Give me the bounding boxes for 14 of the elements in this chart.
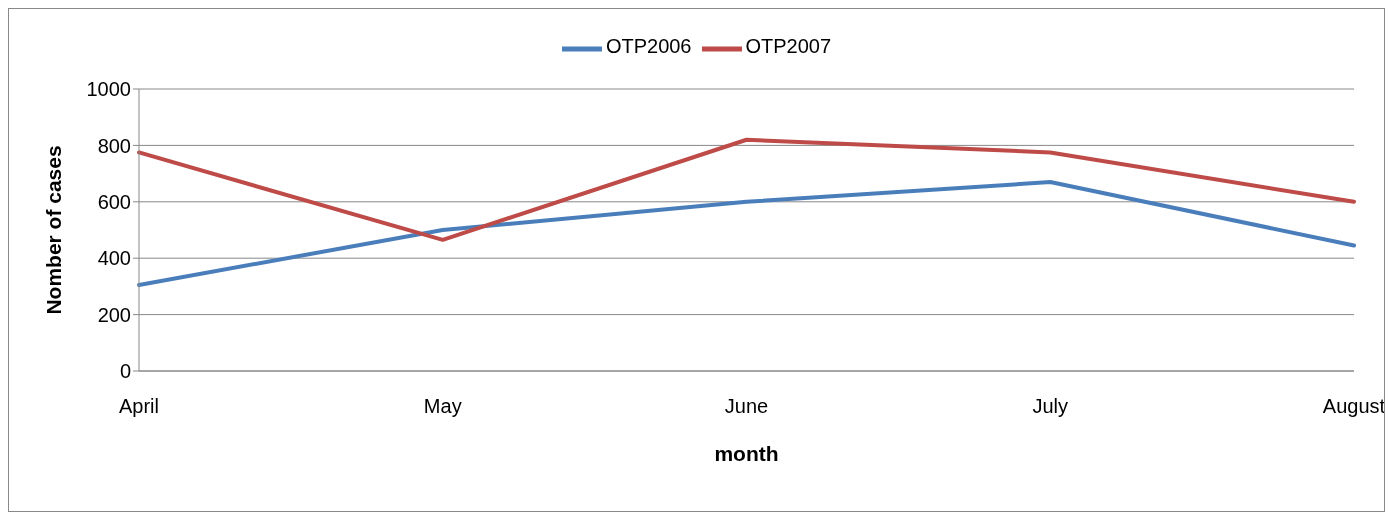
x-tick-label: June: [724, 395, 769, 418]
x-axis-title: month: [714, 442, 779, 465]
y-axis-title: Nomber of cases: [42, 145, 66, 315]
x-tick-label: April: [118, 395, 160, 418]
legend-label: OTP2007: [745, 35, 832, 58]
y-tick-label: 600: [97, 190, 131, 213]
x-tick-label: May: [423, 395, 462, 418]
y-tick-label: 200: [97, 303, 131, 326]
legend-label: OTP2006: [605, 35, 692, 58]
y-tick-label: 400: [97, 247, 131, 270]
y-tick-label: 0: [119, 360, 131, 383]
x-tick-label: July: [1032, 395, 1069, 418]
y-tick-label: 800: [97, 134, 131, 157]
y-tick-label: 1000: [86, 78, 131, 101]
